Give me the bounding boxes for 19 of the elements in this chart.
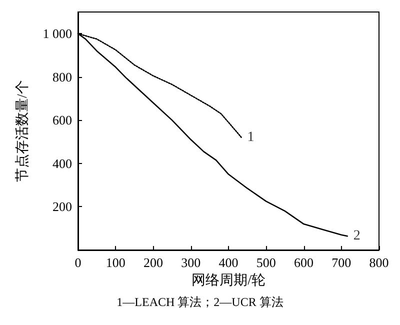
y-tick-label: 1 000 xyxy=(42,26,72,42)
x-tick-label: 800 xyxy=(369,255,389,270)
x-tick-label: 700 xyxy=(332,255,352,270)
annotation: 2 xyxy=(353,228,360,244)
x-tick-label: 200 xyxy=(144,255,163,270)
y-tick-label: 800 xyxy=(52,69,72,84)
x-axis-title: 网络周期/轮 xyxy=(192,272,266,288)
x-tick-label: 300 xyxy=(181,255,201,270)
x-tick-label: 600 xyxy=(294,255,314,270)
y-tick-label: 600 xyxy=(52,112,72,128)
x-tick-label: 400 xyxy=(218,255,238,270)
y-tick-label: 400 xyxy=(52,156,72,171)
y-tick-label: 200 xyxy=(52,199,72,214)
text: 1—LEACH 算法；2—UCR 算法 xyxy=(116,295,284,309)
x-tick-label: 100 xyxy=(106,255,126,270)
x-tick-label: 500 xyxy=(256,255,276,270)
annotation: 1 xyxy=(247,130,254,145)
y-axis-title: 节点存活数量/个 xyxy=(14,80,30,182)
x-tick-label: 0 xyxy=(74,255,82,270)
